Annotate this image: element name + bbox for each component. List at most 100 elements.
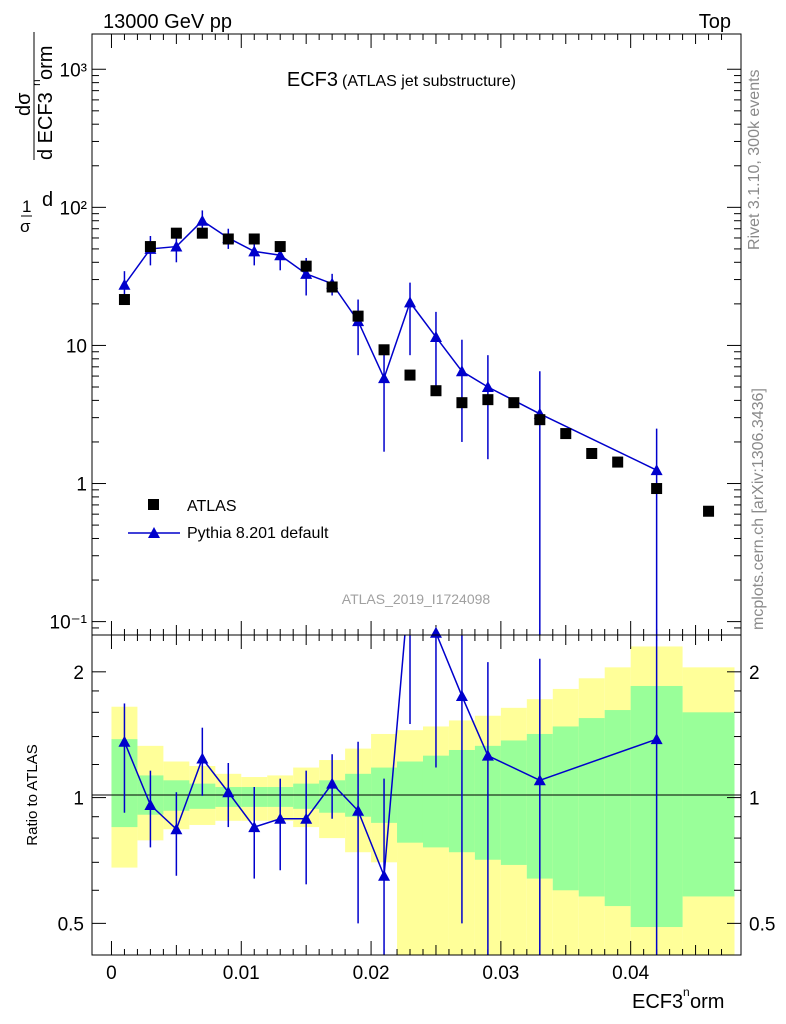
- ratio-point: [326, 777, 339, 789]
- ratio-y-tick-label-right: 2: [749, 663, 760, 684]
- y-axis-title: 1 σ d dσ d ECF3 n orm: [13, 32, 57, 236]
- ratio-y-tick-label: 1: [73, 789, 84, 810]
- ratio-point: [170, 823, 183, 835]
- mc-point: [118, 278, 131, 290]
- plot-subtitle: (ATLAS jet substructure): [342, 73, 516, 90]
- ratio-y-axis-title: Ratio to ATLAS: [24, 744, 41, 845]
- x-axis-title: ECF3 n orm: [632, 985, 724, 1013]
- data-point: [560, 428, 572, 440]
- ylabel-decf3: d ECF3: [35, 92, 57, 160]
- main-axis-ticks: 10⁻¹ 1 10 10² 10³: [50, 34, 741, 636]
- ratio-point: [274, 812, 287, 824]
- mc-point: [378, 372, 391, 384]
- ylabel-one: 1: [22, 197, 31, 216]
- xlabel-orm: orm: [690, 991, 724, 1013]
- ylabel-orm: orm: [35, 46, 57, 80]
- ratio-point: [196, 752, 209, 764]
- legend-pythia-marker: [148, 527, 160, 538]
- inner-band-bin: [682, 712, 735, 897]
- mc-point: [274, 249, 287, 261]
- x-tick-label: 0: [106, 963, 117, 984]
- process-label: Top: [699, 11, 731, 33]
- inner-band-bin: [422, 755, 449, 848]
- mc-point: [248, 245, 261, 257]
- mc-point: [300, 267, 313, 279]
- xlabel-main: ECF3: [632, 991, 683, 1013]
- mc-point: [404, 296, 417, 308]
- data-point: [248, 233, 260, 245]
- inner-band-bin: [397, 761, 423, 843]
- ratio-uncertainty-bands: [111, 646, 735, 955]
- data-point: [651, 483, 663, 495]
- ratio-y-tick-label: 2: [73, 663, 84, 684]
- x-tick-label: 0.02: [353, 963, 390, 984]
- data-point: [144, 241, 156, 253]
- data-point: [703, 505, 715, 517]
- legend-pythia-label: Pythia 8.201 default: [187, 525, 329, 542]
- data-point: [196, 227, 208, 239]
- rivet-version-label: Rivet 3.1.10, 300k events: [746, 69, 763, 250]
- legend: ATLAS Pythia 8.201 default: [128, 498, 329, 542]
- ratio-frame: [91, 634, 742, 956]
- mc-point: [481, 381, 494, 393]
- data-point: [300, 260, 312, 272]
- data-point: [274, 241, 286, 253]
- mc-point: [196, 214, 209, 226]
- ratio-point: [352, 804, 365, 816]
- ylabel-superscript: n: [29, 79, 43, 86]
- inner-band-bin: [578, 718, 605, 897]
- ratio-point: [429, 626, 442, 638]
- ratio-point: [222, 786, 235, 798]
- inner-band-bin: [500, 740, 527, 865]
- y-tick-label: 10⁻¹: [50, 613, 88, 634]
- ratio-point: [300, 812, 313, 824]
- data-point: [456, 397, 468, 409]
- data-point: [586, 447, 598, 459]
- xlabel-superscript: n: [683, 985, 690, 999]
- analysis-watermark: ATLAS_2019_I1724098: [342, 591, 491, 607]
- legend-atlas-label: ATLAS: [187, 498, 237, 515]
- ylabel-d: d: [42, 189, 53, 211]
- ratio-point: [378, 869, 391, 881]
- x-tick-label: 0.01: [223, 963, 260, 984]
- data-point: [222, 233, 234, 245]
- ratio-point: [481, 749, 494, 761]
- ratio-point: [118, 735, 131, 747]
- ratio-y-tick-label-right: 1: [749, 789, 760, 810]
- data-point: [430, 385, 442, 397]
- ratio-series-layer: [118, 626, 663, 955]
- inner-band-bin: [552, 726, 579, 891]
- inner-band-bin: [604, 710, 631, 907]
- mcplots-credit-label: mcplots.cern.ch [arXiv:1306.3436]: [750, 388, 767, 630]
- mc-point: [650, 464, 663, 476]
- plot-title: ECF3: [287, 69, 338, 91]
- mc-point: [455, 365, 468, 377]
- data-point: [404, 369, 416, 381]
- ratio-point: [144, 799, 157, 811]
- x-tick-label: 0.03: [482, 963, 519, 984]
- main-series-layer: [118, 210, 715, 635]
- data-point: [352, 310, 364, 322]
- data-point: [326, 281, 338, 293]
- x-tick-label: 0.04: [612, 963, 649, 984]
- data-point: [170, 227, 182, 239]
- y-tick-label: 10²: [60, 198, 87, 219]
- main-panel: 10⁻¹ 1 10 10² 10³ ATLAS_2019_I1724098 ECF3 (…: [13, 32, 742, 636]
- data-point: [118, 294, 130, 306]
- legend-atlas-marker: [148, 499, 159, 510]
- data-point: [378, 344, 390, 356]
- ylabel-dsigma: dσ: [13, 92, 35, 116]
- mc-point: [429, 331, 442, 343]
- y-tick-label: 1: [76, 475, 87, 496]
- ratio-panel: 0.5 0.5 1 1 2 2 0 0.01 0.02 0.03 0.04 Ratio to ATL…: [24, 626, 775, 1013]
- mc-series-line: [123, 219, 657, 471]
- ylabel-dsigma-den: σ: [20, 217, 31, 236]
- data-point: [508, 397, 520, 409]
- y-tick-label: 10: [66, 336, 87, 357]
- ratio-point: [650, 733, 663, 745]
- data-point: [482, 394, 494, 406]
- ratio-axis-ticks: 0.5 0.5 1 1 2 2 0 0.01 0.02 0.03 0.04: [58, 635, 775, 984]
- mc-point: [170, 240, 183, 252]
- ratio-point: [248, 821, 261, 833]
